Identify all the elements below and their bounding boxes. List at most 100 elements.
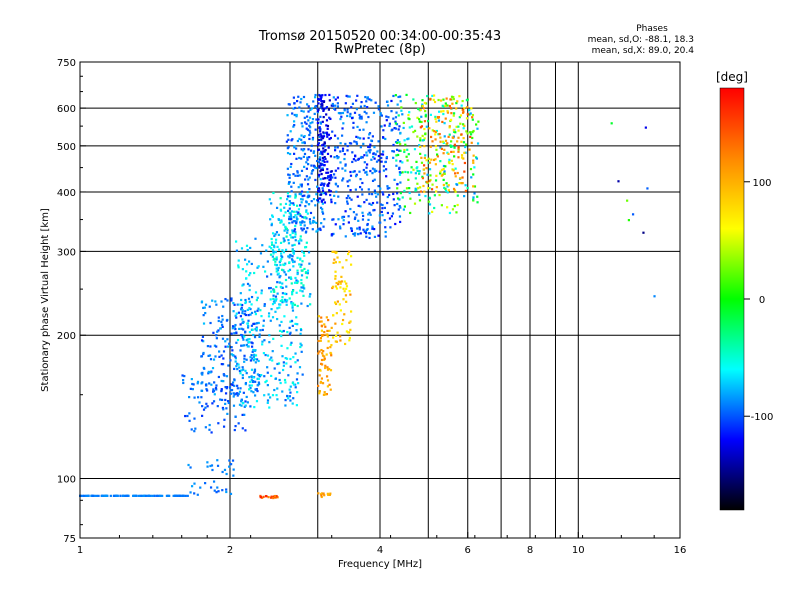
data-point xyxy=(291,236,295,239)
data-point xyxy=(289,365,292,368)
data-point xyxy=(229,359,232,362)
data-point xyxy=(292,120,296,123)
data-point xyxy=(457,156,460,159)
data-point xyxy=(368,133,371,136)
data-point xyxy=(390,215,394,218)
data-point xyxy=(272,252,275,255)
data-point xyxy=(220,379,223,383)
data-point xyxy=(279,263,282,267)
data-point xyxy=(296,256,299,259)
data-point xyxy=(326,152,330,156)
data-point xyxy=(246,248,249,252)
data-point xyxy=(342,287,345,290)
data-point xyxy=(326,171,330,174)
data-point xyxy=(285,357,289,360)
data-point xyxy=(329,351,332,355)
data-point xyxy=(309,131,312,134)
data-point xyxy=(365,228,368,232)
data-point xyxy=(320,199,324,202)
data-point xyxy=(291,304,294,307)
data-point xyxy=(199,486,202,489)
data-point xyxy=(302,251,305,255)
data-point xyxy=(317,189,320,193)
data-point xyxy=(388,124,391,128)
data-point xyxy=(244,381,248,385)
data-point xyxy=(254,354,258,357)
data-point xyxy=(456,140,459,143)
data-point xyxy=(356,94,359,97)
data-point xyxy=(380,156,383,160)
data-point xyxy=(410,125,414,128)
data-point xyxy=(419,126,422,129)
data-point xyxy=(316,229,319,232)
data-point xyxy=(289,331,292,334)
data-point xyxy=(416,169,419,173)
data-point xyxy=(331,250,334,253)
data-point xyxy=(240,404,243,407)
data-point xyxy=(252,376,255,379)
data-point xyxy=(83,494,86,497)
data-point xyxy=(202,314,205,317)
data-point xyxy=(419,139,422,142)
data-point xyxy=(439,160,442,163)
data-point xyxy=(304,178,307,181)
data-point xyxy=(334,223,337,226)
data-point xyxy=(397,95,400,99)
data-point xyxy=(425,159,428,162)
data-point xyxy=(291,291,294,294)
data-point xyxy=(395,164,398,167)
data-point xyxy=(417,118,421,121)
data-point xyxy=(233,384,236,387)
data-point xyxy=(271,243,274,246)
data-point xyxy=(300,97,303,101)
data-point xyxy=(354,159,357,162)
data-point xyxy=(225,386,229,389)
data-point xyxy=(452,130,456,133)
data-point xyxy=(366,222,369,226)
data-point xyxy=(235,331,238,335)
data-point xyxy=(239,372,242,375)
data-point xyxy=(286,394,289,398)
data-point xyxy=(377,140,380,143)
data-point xyxy=(246,345,249,348)
data-point xyxy=(447,135,450,138)
data-point xyxy=(204,303,208,306)
data-point xyxy=(627,219,630,222)
data-point xyxy=(452,114,455,117)
data-point xyxy=(388,122,391,125)
data-point xyxy=(325,316,328,319)
data-point xyxy=(328,116,331,119)
data-point xyxy=(248,288,251,292)
data-point xyxy=(264,380,267,384)
data-point xyxy=(324,191,327,195)
data-point xyxy=(228,465,231,468)
data-point xyxy=(222,425,226,428)
data-point xyxy=(469,131,472,134)
data-point xyxy=(443,186,446,189)
data-point xyxy=(416,166,419,169)
data-point xyxy=(349,112,352,115)
data-point xyxy=(236,303,239,306)
data-point xyxy=(270,356,273,359)
data-point xyxy=(225,319,229,322)
data-point xyxy=(350,198,353,201)
data-point xyxy=(357,232,360,236)
data-point xyxy=(331,285,335,288)
data-point xyxy=(318,173,321,176)
data-point xyxy=(281,390,284,393)
data-point xyxy=(403,205,407,208)
data-point xyxy=(308,188,311,191)
data-point xyxy=(458,116,461,119)
data-point xyxy=(334,104,337,107)
data-point xyxy=(256,377,259,380)
data-point xyxy=(302,155,305,158)
data-point xyxy=(189,491,192,494)
data-point xyxy=(241,376,244,380)
data-point xyxy=(222,380,225,383)
data-point xyxy=(460,154,464,157)
data-point xyxy=(234,314,237,317)
data-point xyxy=(292,96,295,99)
data-point xyxy=(286,151,290,155)
data-point xyxy=(312,100,315,103)
data-point xyxy=(299,101,302,104)
